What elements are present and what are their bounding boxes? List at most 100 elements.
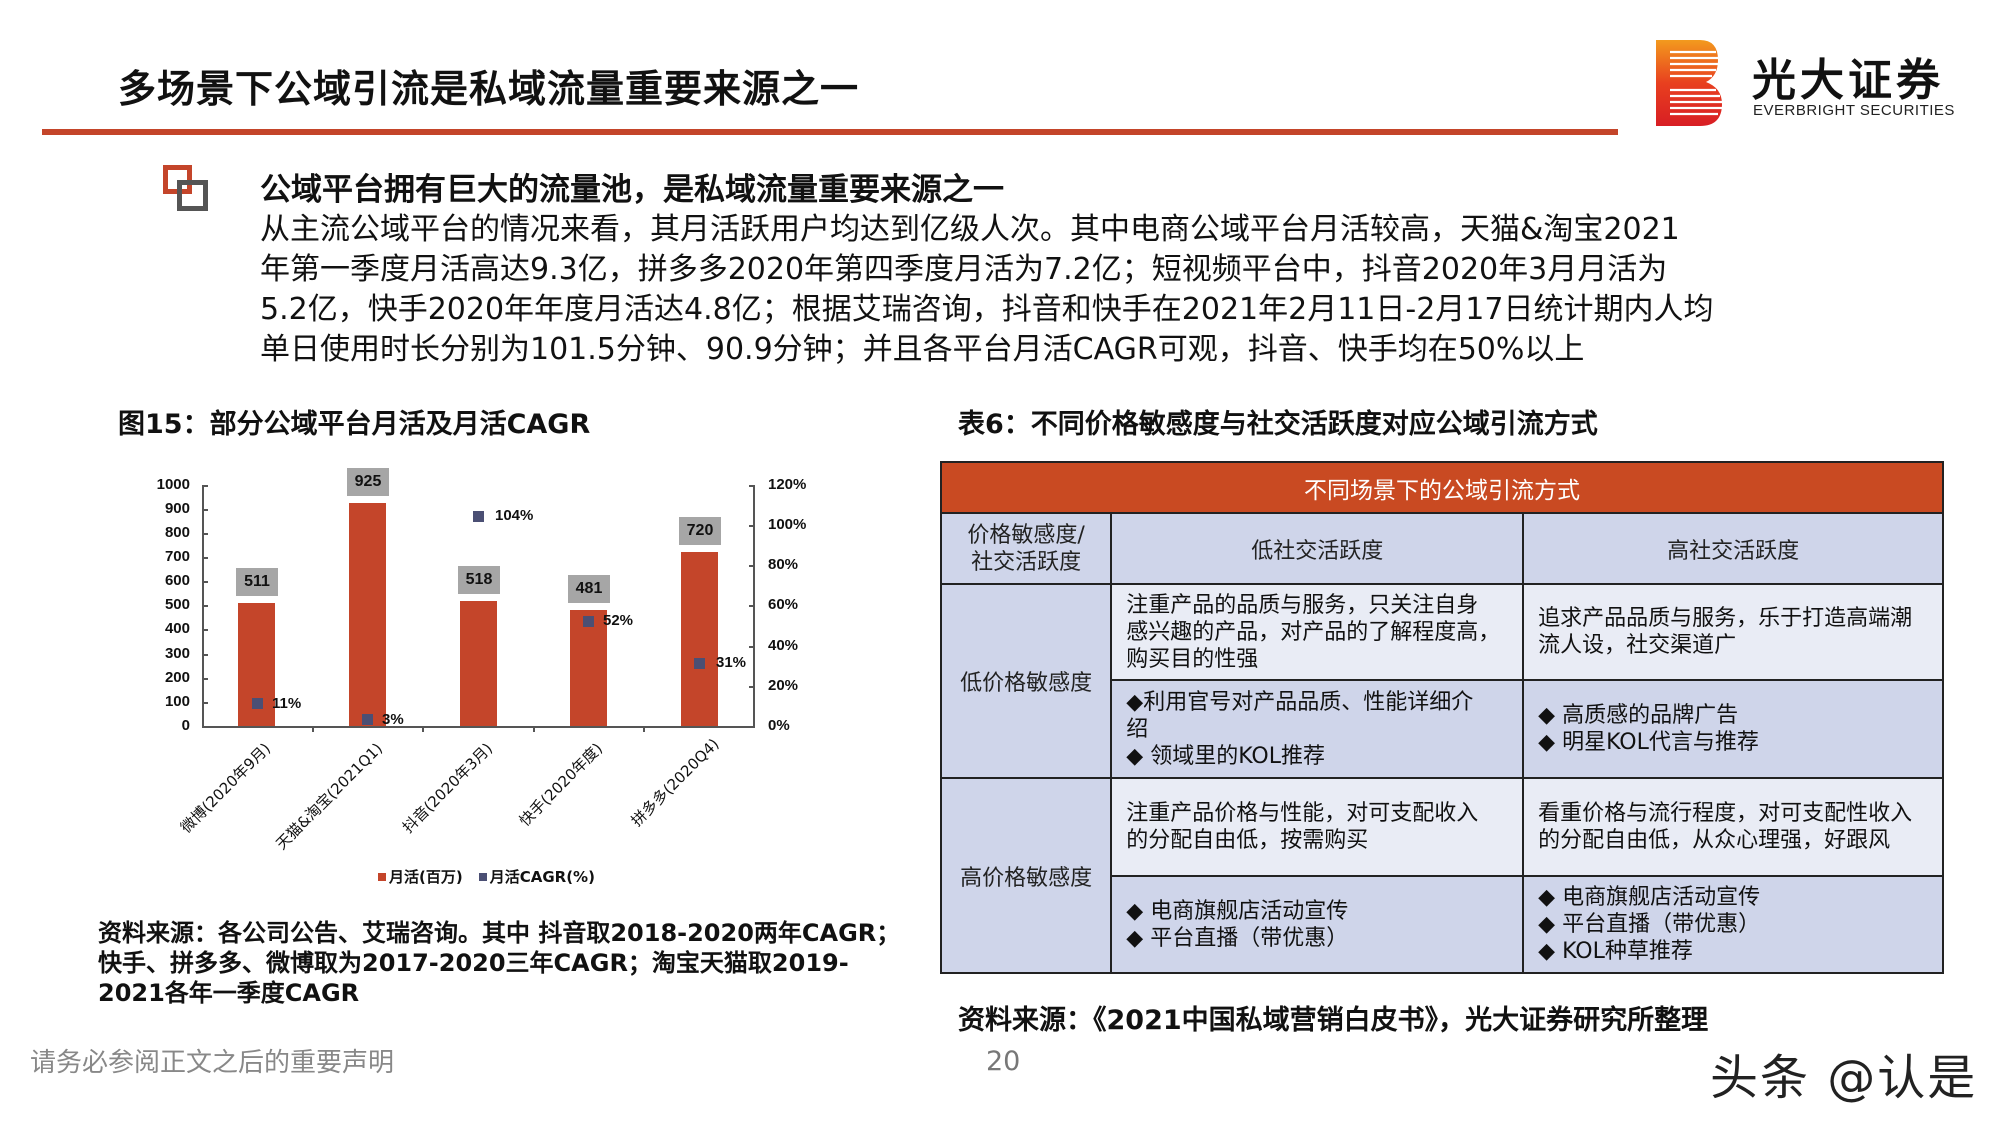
cell-line: 绍 [1126, 716, 1149, 742]
summary-line: 从主流公域平台的情况来看，其月活跃用户均达到亿级人次。其中电商公域平台月活较高，… [260, 212, 1680, 247]
cell-line: ◆ 领域里的KOL推荐 [1126, 743, 1325, 769]
legend-swatch-icon [478, 872, 487, 881]
bar-value-label: 720 [679, 517, 721, 545]
logo-name-en: EVERBRIGHT SECURITIES [1753, 102, 1955, 119]
cell-line: ◆ 高质感的品牌广告 [1538, 703, 1739, 728]
table-cell: 看重价格与流行程度，对可支配性收入 的分配自由低，从众心理强，好跟风 [1522, 777, 1944, 877]
cagr-marker [362, 714, 373, 725]
cell-line: ◆ 平台直播（带优惠） [1538, 912, 1761, 937]
category-label: 抖音(2020年3月) [398, 739, 497, 837]
category-label: 微博(2020年9月) [176, 739, 275, 837]
corner-header-line: 社交活跃度 [971, 549, 1082, 575]
cagr-label: 11% [272, 695, 302, 712]
table-cell: ◆利用官号对产品品质、性能详细介 绍 ◆ 领域里的KOL推荐 [1110, 679, 1525, 779]
y-right-tick: 60% [768, 596, 799, 613]
cell-line: 的分配自由低，按需购买 [1126, 828, 1369, 853]
watermark: 头条 @认是 [1710, 1050, 1978, 1106]
mau-cagr-chart: 1000 900 800 700 600 500 400 300 200 100… [0, 0, 900, 900]
cagr-label: 31% [716, 654, 747, 671]
cell-line: 的分配自由低，从众心理强，好跟风 [1538, 828, 1891, 853]
cell-line: 注重产品价格与性能，对可支配收入 [1126, 801, 1479, 826]
y-left-tick: 900 [164, 500, 190, 517]
page-number: 20 [986, 1046, 1021, 1077]
cell-line: ◆利用官号对产品品质、性能详细介 [1126, 689, 1474, 715]
cagr-marker [252, 698, 263, 709]
y-left-tick: 300 [164, 645, 190, 662]
table-cell: ◆ 电商旗舰店活动宣传 ◆ 平台直播（带优惠） ◆ KOL种草推荐 [1522, 875, 1944, 974]
cell-line: 流人设，社交渠道广 [1538, 633, 1737, 658]
cell-line: ◆ 明星KOL代言与推荐 [1538, 730, 1759, 755]
note-line: 快手、拼多多、微博取为2017-2020三年CAGR；淘宝天猫取2019- [98, 949, 849, 977]
page-title: 多场景下公域引流是私域流量重要来源之一 [118, 67, 860, 111]
x-axis [202, 726, 755, 728]
table-cell: 追求产品品质与服务，乐于打造高端潮 流人设，社交渠道广 [1522, 583, 1944, 681]
y-right-tick: 40% [768, 637, 799, 654]
traffic-methods-table: 不同场景下的公域引流方式 价格敏感度/ 社交活跃度 低社交活跃度 高社交活跃度 … [939, 461, 1944, 974]
y-right-tick: 0% [768, 717, 790, 734]
table-cell: 注重产品的品质与服务，只关注自身 感兴趣的产品，对产品的了解程度高， 购买目的性… [1110, 583, 1525, 681]
chart-source-note: 资料来源：各公司公告、艾瑞咨询。其中 抖音取2018-2020两年CAGR； 快… [98, 918, 928, 1008]
summary-paragraph: 从主流公域平台的情况来看，其月活跃用户均达到亿级人次。其中电商公域平台月活较高，… [260, 210, 1860, 370]
y-right-tick: 120% [768, 476, 807, 493]
y-left-tick: 1000 [156, 476, 190, 493]
cell-line: ◆ KOL种草推荐 [1538, 939, 1693, 964]
summary-line: 单日使用时长分别为101.5分钟、90.9分钟；并且各平台月活CAGR可观，抖音… [260, 332, 1585, 367]
note-line: 资料来源：各公司公告、艾瑞咨询。其中 抖音取2018-2020两年CAGR； [98, 919, 901, 947]
legend-label: 月活(百万) [389, 868, 463, 886]
summary-block: 公域平台拥有巨大的流量池，是私域流量重要来源之一 从主流公域平台的情况来看，其月… [260, 170, 1860, 370]
legend-label: 月活CAGR(%) [489, 868, 595, 886]
corner-header-line: 价格敏感度/ [967, 522, 1085, 548]
bar-douyin [460, 601, 497, 726]
y-left-tick: 500 [164, 596, 190, 613]
table-cell: 注重产品价格与性能，对可支配收入 的分配自由低，按需购买 [1110, 777, 1525, 877]
bar-value-label: 518 [458, 566, 500, 594]
cell-line: 感兴趣的产品，对产品的了解程度高， [1126, 619, 1501, 645]
bar-kuaishou [570, 610, 607, 726]
table-title: 不同场景下的公域引流方式 [940, 461, 1944, 514]
disclaimer: 请务必参阅正文之后的重要声明 [30, 1048, 395, 1078]
y-left-tick: 400 [164, 620, 190, 637]
cagr-label: 104% [495, 507, 534, 524]
row-header-high-price: 高价格敏感度 [939, 777, 1113, 974]
cagr-marker [583, 616, 594, 627]
cell-line: 看重价格与流行程度，对可支配性收入 [1538, 801, 1913, 826]
table-source-note: 资料来源：《2021中国私域营销白皮书》，光大证券研究所整理 [958, 1005, 1709, 1036]
title-divider [42, 129, 1618, 135]
cell-line: 追求产品品质与服务，乐于打造高端潮 [1538, 606, 1913, 631]
legend-item-cagr: 月活CAGR(%) [478, 866, 595, 887]
figure-caption: 图15：部分公域平台月活及月活CAGR [118, 409, 591, 440]
cell-line: ◆ 电商旗舰店活动宣传 [1538, 885, 1761, 910]
y-left-tick: 800 [164, 524, 190, 541]
chart-legend: 月活(百万) 月活CAGR(%) [378, 866, 595, 887]
y-right-tick: 20% [768, 677, 799, 694]
cagr-label: 52% [603, 612, 634, 629]
summary-line: 年第一季度月活高达9.3亿，拼多多2020年第四季度月活为7.2亿；短视频平台中… [260, 252, 1668, 287]
y-left-tick: 200 [164, 669, 190, 686]
table-cell: ◆ 高质感的品牌广告 ◆ 明星KOL代言与推荐 [1522, 679, 1944, 779]
corner-header: 价格敏感度/ 社交活跃度 [939, 512, 1113, 585]
cagr-marker [694, 658, 705, 669]
everbright-logo-icon [1656, 40, 1724, 126]
y-left-tick: 100 [164, 693, 190, 710]
bar-value-label: 481 [568, 575, 610, 603]
y-right-tick: 100% [768, 516, 807, 533]
category-label: 天猫&淘宝(2021Q1) [272, 739, 387, 854]
table-cell: ◆ 电商旗舰店活动宣传 ◆ 平台直播（带优惠） [1110, 875, 1525, 974]
row-header-low-price: 低价格敏感度 [939, 583, 1113, 779]
category-label: 快手(2020年度) [515, 739, 607, 830]
col-header-high-social: 高社交活跃度 [1522, 512, 1944, 585]
cagr-label: 3% [382, 711, 404, 728]
cell-line: 购买目的性强 [1126, 646, 1259, 672]
category-label: 拼多多(2020Q4) [627, 735, 723, 830]
table-caption: 表6：不同价格敏感度与社交活跃度对应公域引流方式 [958, 409, 1598, 440]
cell-line: ◆ 电商旗舰店活动宣传 [1126, 898, 1349, 924]
cell-line: 注重产品的品质与服务，只关注自身 [1126, 592, 1479, 618]
overlapping-squares-icon [163, 165, 209, 211]
bar-tmall-taobao [349, 503, 386, 726]
bar-value-label: 925 [347, 468, 389, 496]
summary-line: 5.2亿，快手2020年年度月活达4.8亿；根据艾瑞咨询，抖音和快手在2021年… [260, 292, 1714, 327]
bar-value-label: 511 [236, 568, 278, 596]
y-right-tick: 80% [768, 556, 799, 573]
col-header-low-social: 低社交活跃度 [1110, 512, 1525, 585]
legend-item-mau: 月活(百万) [378, 866, 463, 887]
